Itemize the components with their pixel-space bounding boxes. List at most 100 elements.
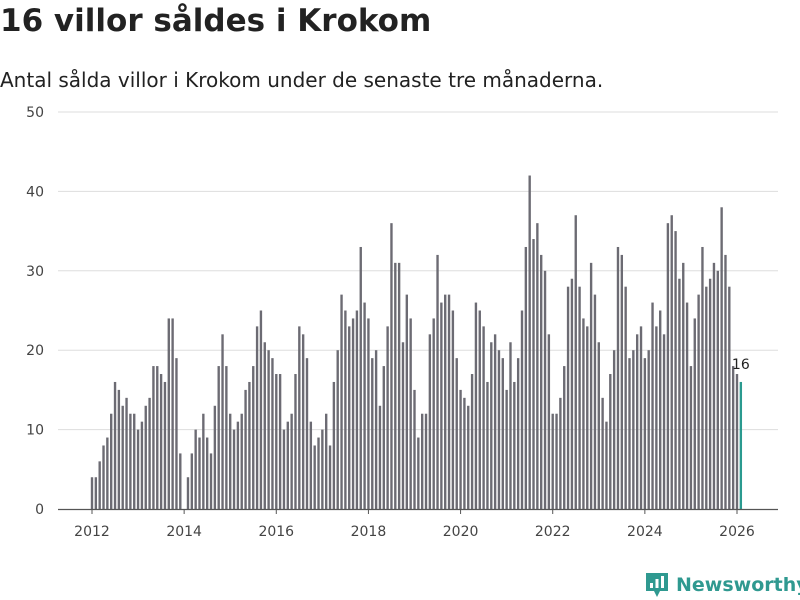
x-tick-label: 2022: [535, 524, 571, 540]
bar: [229, 413, 232, 509]
bar: [90, 477, 94, 509]
bar: [313, 445, 316, 509]
bar: [593, 294, 597, 509]
bar: [225, 366, 228, 509]
bar: [635, 334, 639, 509]
bar: [444, 294, 447, 509]
bar: [409, 318, 412, 509]
bar: [524, 246, 528, 510]
bar: [175, 358, 178, 509]
bar: [244, 389, 247, 509]
bar: [716, 270, 719, 509]
bar: [355, 310, 359, 509]
bar: [574, 215, 577, 509]
bar: [309, 421, 313, 509]
bar: [597, 342, 600, 509]
bar: [551, 413, 554, 509]
bar: [628, 358, 631, 509]
bar-series: [90, 175, 743, 510]
bar: [136, 429, 140, 509]
bar: [282, 429, 286, 509]
bar: [432, 318, 435, 509]
bar: [213, 405, 217, 509]
newsworthy-logo-icon: [646, 573, 668, 597]
x-tick-label: 2020: [443, 524, 479, 540]
bar: [317, 437, 320, 509]
bar: [497, 350, 501, 509]
bar: [332, 381, 336, 509]
bar: [666, 223, 670, 509]
bar: [371, 358, 374, 509]
bar: [705, 286, 708, 509]
bar: [647, 350, 650, 509]
bar: [163, 381, 167, 509]
bar: [589, 262, 593, 509]
bar: [720, 207, 723, 509]
bar: [609, 374, 612, 509]
bar: [532, 239, 535, 510]
chart-subtitle: Antal sålda villor i Krokom under de sen…: [0, 68, 604, 92]
bar: [348, 326, 351, 509]
bar: [540, 254, 543, 509]
chart-title: 16 villor såldes i Krokom: [0, 3, 432, 39]
gridlines: [58, 111, 778, 431]
bar: [359, 246, 362, 510]
bar: [582, 318, 585, 509]
bar: [397, 262, 401, 509]
y-tick-label: 0: [35, 502, 44, 518]
bar: [271, 358, 274, 509]
bar: [351, 318, 355, 509]
bar: [159, 374, 163, 509]
bar: [301, 334, 305, 509]
bar: [455, 358, 458, 509]
bar: [156, 366, 159, 509]
bar: [152, 366, 155, 509]
bar: [140, 421, 144, 509]
bar: [363, 302, 366, 509]
bar: [731, 366, 735, 509]
bar: [559, 397, 562, 509]
bar: [113, 381, 117, 509]
bar: [528, 175, 531, 509]
latest-value-label: 16: [732, 357, 750, 373]
bar: [394, 262, 397, 509]
bar: [701, 246, 704, 510]
bar: [490, 342, 493, 509]
bar: [417, 437, 420, 509]
bar: [501, 358, 504, 509]
bar: [620, 254, 624, 509]
bar: [451, 310, 455, 509]
bar: [325, 413, 328, 509]
bar: [547, 334, 551, 509]
y-tick-label: 30: [26, 264, 44, 280]
bar: [390, 223, 393, 509]
bar: [305, 358, 309, 509]
x-tick-label: 2014: [166, 524, 202, 540]
bar: [659, 310, 662, 509]
bar: [401, 342, 405, 509]
bar: [478, 310, 481, 509]
bar: [708, 278, 712, 509]
bar: [240, 413, 243, 509]
bar: [420, 413, 424, 509]
bar: [536, 223, 539, 509]
bar: [278, 374, 282, 509]
bar: [298, 326, 301, 509]
bar: [624, 286, 627, 509]
bar: [148, 397, 151, 509]
bar: [217, 366, 220, 509]
bar: [194, 429, 197, 509]
data-labels: 16: [732, 357, 750, 373]
bar: [724, 254, 727, 509]
bar: [255, 326, 259, 509]
bar: [513, 381, 516, 509]
bar: [374, 350, 378, 509]
bar: [171, 318, 174, 509]
bar: [121, 405, 124, 509]
bar: [670, 215, 673, 509]
bar: [263, 342, 266, 509]
x-tick-label: 2026: [719, 524, 755, 540]
bar: [110, 413, 113, 509]
bar: [386, 326, 389, 509]
